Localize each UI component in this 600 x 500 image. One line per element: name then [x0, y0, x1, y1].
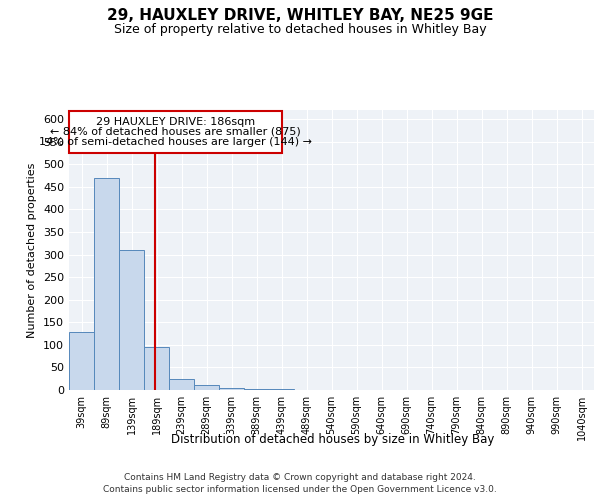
- Bar: [69, 111, 281, 153]
- Bar: [94, 178, 119, 390]
- Bar: [119, 250, 144, 390]
- Text: ← 84% of detached houses are smaller (875): ← 84% of detached houses are smaller (87…: [50, 126, 301, 136]
- Bar: [269, 389, 294, 390]
- Bar: [69, 332, 94, 390]
- Text: 29, HAUXLEY DRIVE, WHITLEY BAY, NE25 9GE: 29, HAUXLEY DRIVE, WHITLEY BAY, NE25 9GE: [107, 8, 493, 22]
- Bar: [219, 388, 244, 390]
- Text: Contains public sector information licensed under the Open Government Licence v3: Contains public sector information licen…: [103, 485, 497, 494]
- Text: 14% of semi-detached houses are larger (144) →: 14% of semi-detached houses are larger (…: [39, 138, 312, 147]
- Text: 29 HAUXLEY DRIVE: 186sqm: 29 HAUXLEY DRIVE: 186sqm: [95, 117, 255, 127]
- Bar: [244, 388, 269, 390]
- Text: Contains HM Land Registry data © Crown copyright and database right 2024.: Contains HM Land Registry data © Crown c…: [124, 472, 476, 482]
- Bar: [144, 347, 169, 390]
- Text: Distribution of detached houses by size in Whitley Bay: Distribution of detached houses by size …: [172, 432, 494, 446]
- Y-axis label: Number of detached properties: Number of detached properties: [28, 162, 37, 338]
- Bar: [169, 378, 194, 390]
- Text: Size of property relative to detached houses in Whitley Bay: Size of property relative to detached ho…: [113, 22, 487, 36]
- Bar: [194, 386, 219, 390]
